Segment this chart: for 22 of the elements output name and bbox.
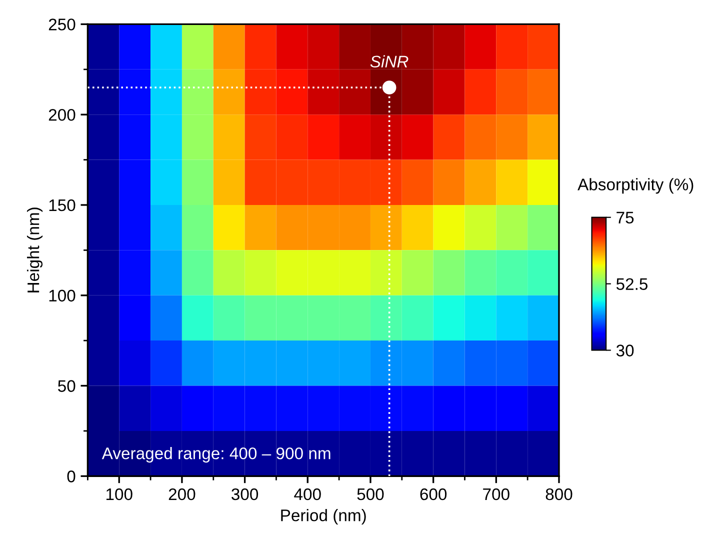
y-tick-label: 50 [58,380,76,392]
x-tick-label: 800 [546,488,572,500]
y-tick-label: 200 [48,108,76,121]
y-tick-label: 250 [48,18,76,30]
color-bar-title: Absorptivity (%) [578,178,694,194]
x-tick-label: 600 [420,488,447,500]
x-tick-label: 100 [106,488,132,500]
x-axis-title: Period (nm) [281,509,366,525]
color-bar-label: 30 [616,344,634,356]
x-tick-label: 700 [483,488,510,500]
x-tick-label: 200 [168,488,196,500]
x-tick-label: 500 [357,488,384,500]
annotation: Averaged range: 400 – 900 nm [102,447,330,463]
y-tick-label: 150 [49,199,76,212]
x-tick-label: 300 [232,488,258,500]
color-bar-label: 75 [616,212,634,224]
x-tick-label: 400 [294,488,321,500]
y-axis-title: Height (nm) [26,208,43,292]
y-tick-label: 100 [49,290,76,302]
annotation: SiNR [370,55,408,68]
color-bar-label: 52.5 [616,278,648,290]
y-tick-label: 0 [67,470,76,482]
